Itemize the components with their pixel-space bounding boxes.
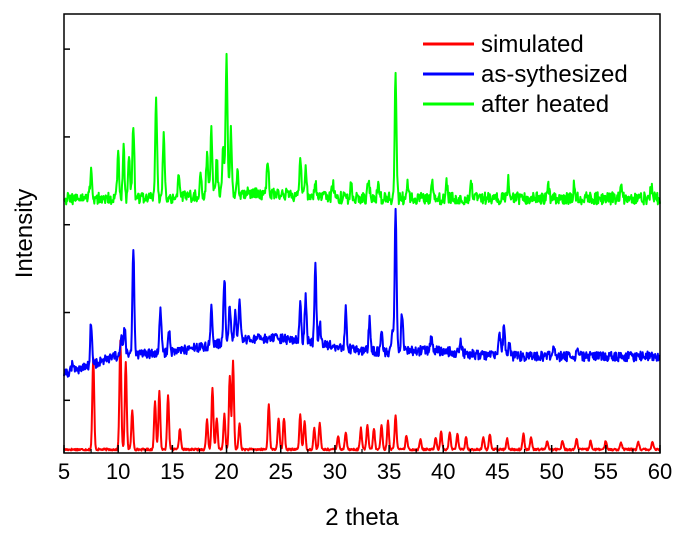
x-tick-label: 30 — [323, 459, 347, 484]
legend-label-after-heated: after heated — [481, 91, 609, 118]
legend-label-as-sythesized: as-sythesized — [481, 61, 628, 88]
x-tick-label: 55 — [594, 459, 618, 484]
series-layer — [63, 52, 661, 452]
x-tick-label: 5 — [58, 459, 70, 484]
series-line-after-heated — [63, 52, 661, 206]
x-tick-label: 15 — [160, 459, 184, 484]
x-tick-label: 60 — [648, 459, 672, 484]
axis-layer: 5 10 15 20 25 30 35 40 45 50 55 60 — [58, 48, 672, 484]
x-tick-label: 40 — [431, 459, 455, 484]
y-axis-title: Intensity — [11, 189, 38, 278]
x-tick-label: 10 — [106, 459, 130, 484]
x-tick-label: 35 — [377, 459, 401, 484]
x-tick-label: 45 — [485, 459, 509, 484]
legend: simulated as-sythesized after heated — [423, 31, 628, 118]
series-line-as-sythesized — [63, 207, 661, 378]
x-tick-label: 25 — [268, 459, 292, 484]
x-tick-label: 50 — [539, 459, 563, 484]
series-line-simulated — [63, 339, 661, 452]
x-tick-label: 20 — [214, 459, 238, 484]
x-axis-title: 2 theta — [325, 504, 399, 531]
legend-label-simulated: simulated — [481, 31, 584, 58]
